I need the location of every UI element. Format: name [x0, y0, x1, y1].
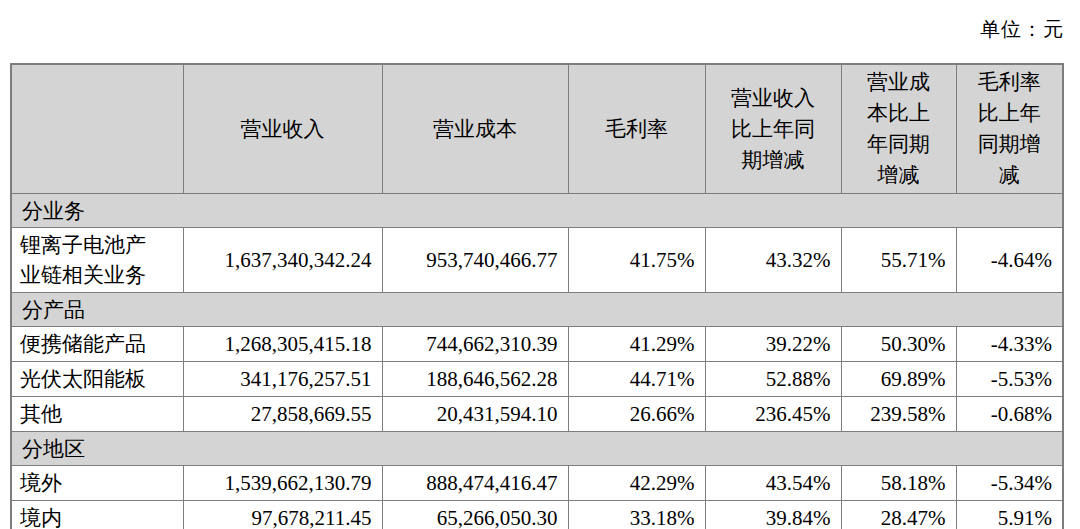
cost-yoy-value: 58.18% — [841, 466, 956, 501]
margin-yoy-value: -5.34% — [956, 466, 1063, 501]
revenue-value: 1,268,305,415.18 — [183, 327, 382, 362]
revenue-yoy-value: 43.54% — [705, 466, 841, 501]
revenue-value: 97,678,211.45 — [183, 501, 382, 529]
header-margin-yoy: 毛利率 比上年 同期增 减 — [956, 64, 1063, 194]
header-corner-cell — [11, 64, 183, 194]
section-label: 分产品 — [11, 293, 1063, 327]
cost-yoy-value: 55.71% — [841, 228, 956, 293]
revenue-yoy-value: 236.45% — [705, 397, 841, 432]
table-row-other: 其他 27,858,669.55 20,431,594.10 26.66% 23… — [11, 397, 1063, 432]
table-row-solar-panel: 光伏太阳能板 341,176,257.51 188,646,562.28 44.… — [11, 362, 1063, 397]
gross-margin-value: 26.66% — [568, 397, 705, 432]
cost-yoy-value: 50.30% — [841, 327, 956, 362]
cost-value: 953,740,466.77 — [382, 228, 568, 293]
cost-value: 65,266,050.30 — [382, 501, 568, 529]
row-label: 境外 — [11, 466, 183, 501]
revenue-yoy-value: 43.32% — [705, 228, 841, 293]
cost-yoy-value: 239.58% — [841, 397, 956, 432]
cost-yoy-value: 69.89% — [841, 362, 956, 397]
revenue-value: 1,637,340,342.24 — [183, 228, 382, 293]
header-revenue: 营业收入 — [183, 64, 382, 194]
section-row-by-product: 分产品 — [11, 293, 1063, 327]
margin-yoy-value: -5.53% — [956, 362, 1063, 397]
row-label: 其他 — [11, 397, 183, 432]
gross-margin-value: 42.29% — [568, 466, 705, 501]
cost-value: 188,646,562.28 — [382, 362, 568, 397]
gross-margin-value: 44.71% — [568, 362, 705, 397]
gross-margin-value: 41.75% — [568, 228, 705, 293]
table-row-portable-power: 便携储能产品 1,268,305,415.18 744,662,310.39 4… — [11, 327, 1063, 362]
revenue-yoy-value: 39.84% — [705, 501, 841, 529]
financial-report-page: 单位：元 营业收入 营业成本 毛利率 营业收入 比上年同 期增减 营业成 本比上… — [0, 0, 1080, 529]
cost-yoy-value: 28.47% — [841, 501, 956, 529]
row-label: 锂离子电池产 业链相关业务 — [11, 228, 183, 293]
revenue-value: 341,176,257.51 — [183, 362, 382, 397]
table-row-lithium-battery: 锂离子电池产 业链相关业务 1,637,340,342.24 953,740,4… — [11, 228, 1063, 293]
cost-value: 744,662,310.39 — [382, 327, 568, 362]
section-row-by-business: 分业务 — [11, 194, 1063, 228]
header-gross-margin: 毛利率 — [568, 64, 705, 194]
gross-margin-value: 41.29% — [568, 327, 705, 362]
gross-margin-value: 33.18% — [568, 501, 705, 529]
cost-value: 20,431,594.10 — [382, 397, 568, 432]
revenue-yoy-value: 39.22% — [705, 327, 841, 362]
table-header-row: 营业收入 营业成本 毛利率 营业收入 比上年同 期增减 营业成 本比上 年同期 … — [11, 64, 1063, 194]
table-row-overseas: 境外 1,539,662,130.79 888,474,416.47 42.29… — [11, 466, 1063, 501]
header-revenue-yoy: 营业收入 比上年同 期增减 — [705, 64, 841, 194]
header-cost: 营业成本 — [382, 64, 568, 194]
revenue-value: 1,539,662,130.79 — [183, 466, 382, 501]
section-label: 分地区 — [11, 432, 1063, 466]
unit-label: 单位：元 — [980, 16, 1064, 43]
row-label: 光伏太阳能板 — [11, 362, 183, 397]
table-row-domestic: 境内 97,678,211.45 65,266,050.30 33.18% 39… — [11, 501, 1063, 529]
row-label: 便携储能产品 — [11, 327, 183, 362]
cost-value: 888,474,416.47 — [382, 466, 568, 501]
row-label: 境内 — [11, 501, 183, 529]
revenue-breakdown-table: 营业收入 营业成本 毛利率 营业收入 比上年同 期增减 营业成 本比上 年同期 … — [10, 63, 1064, 529]
revenue-yoy-value: 52.88% — [705, 362, 841, 397]
margin-yoy-value: 5.91% — [956, 501, 1063, 529]
revenue-value: 27,858,669.55 — [183, 397, 382, 432]
section-label: 分业务 — [11, 194, 1063, 228]
margin-yoy-value: -4.64% — [956, 228, 1063, 293]
section-row-by-region: 分地区 — [11, 432, 1063, 466]
margin-yoy-value: -0.68% — [956, 397, 1063, 432]
margin-yoy-value: -4.33% — [956, 327, 1063, 362]
header-cost-yoy: 营业成 本比上 年同期 增减 — [841, 64, 956, 194]
